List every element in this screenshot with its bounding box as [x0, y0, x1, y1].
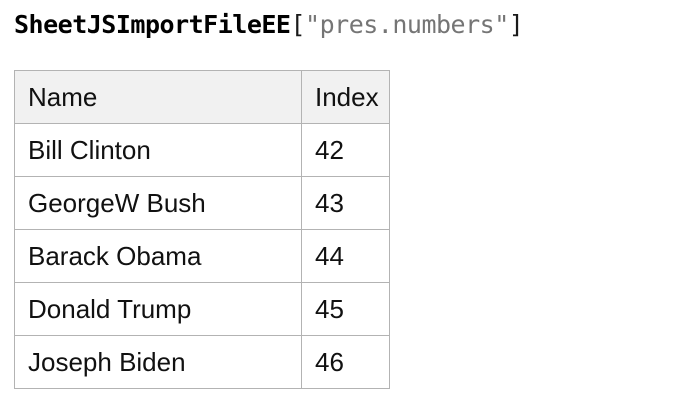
table-body: Bill Clinton 42 GeorgeW Bush 43 Barack O…	[14, 123, 390, 389]
presidents-table: Name Index Bill Clinton 42 GeorgeW Bush …	[14, 70, 390, 389]
cell-index: 43	[301, 176, 390, 230]
code-heading-close-bracket: ]	[508, 10, 524, 39]
cell-index: 44	[301, 229, 390, 283]
table-row: Donald Trump 45	[14, 282, 390, 336]
column-header-name: Name	[14, 70, 302, 124]
table-header: Name Index	[14, 70, 390, 124]
code-heading-open-bracket: [	[290, 10, 306, 39]
cell-index: 46	[301, 335, 390, 389]
table-row: Barack Obama 44	[14, 229, 390, 283]
cell-name: Joseph Biden	[14, 335, 302, 389]
cell-name: GeorgeW Bush	[14, 176, 302, 230]
column-header-index: Index	[301, 70, 390, 124]
table-row: Bill Clinton 42	[14, 123, 390, 177]
cell-name: Barack Obama	[14, 229, 302, 283]
code-heading-key-string: "pres.numbers"	[305, 10, 509, 39]
cell-index: 45	[301, 282, 390, 336]
code-heading-object-name: SheetJSImportFileEE	[14, 10, 291, 39]
cell-index: 42	[301, 123, 390, 177]
code-heading: SheetJSImportFileEE["pres.numbers"]	[14, 6, 524, 44]
cell-name: Donald Trump	[14, 282, 302, 336]
cell-name: Bill Clinton	[14, 123, 302, 177]
table-header-row: Name Index	[14, 70, 390, 124]
table-row: GeorgeW Bush 43	[14, 176, 390, 230]
table-row: Joseph Biden 46	[14, 335, 390, 389]
